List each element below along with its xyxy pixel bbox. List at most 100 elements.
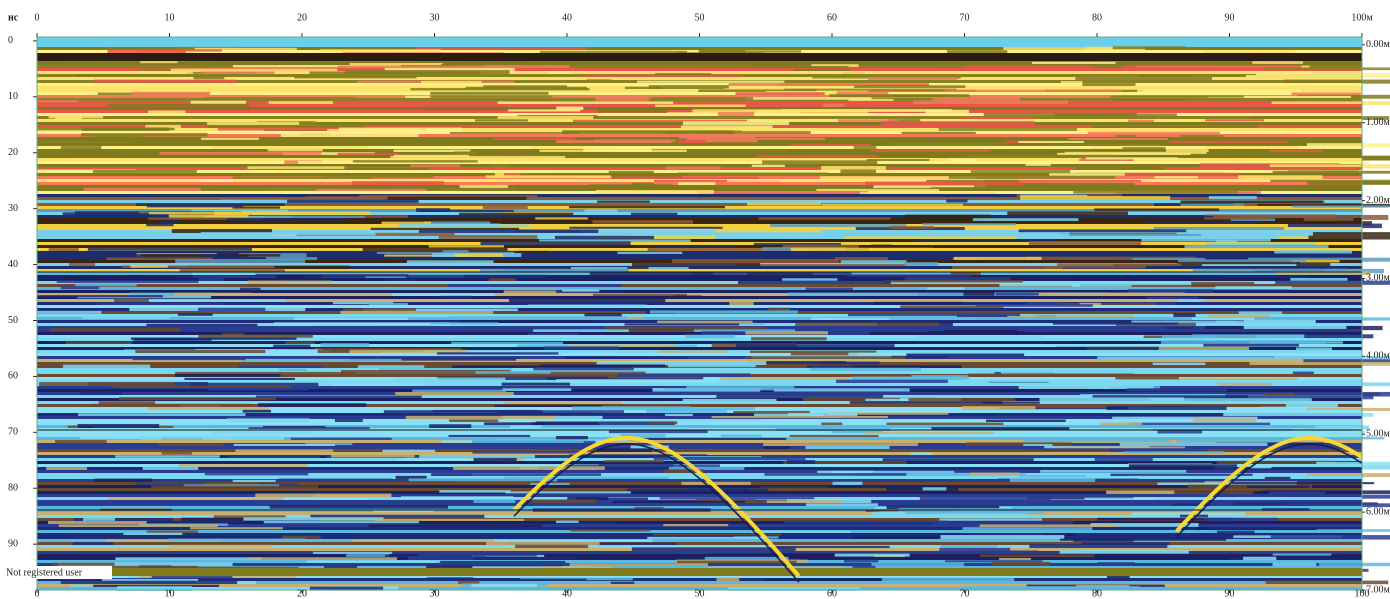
texture (1173, 313, 1195, 317)
texture (686, 335, 735, 339)
texture (454, 151, 477, 155)
texture (331, 455, 414, 458)
x-tick-label: 10 (165, 588, 175, 599)
stripe (37, 368, 1362, 371)
texture (923, 487, 947, 490)
texture (1177, 299, 1204, 302)
x-tick-label: 50 (695, 588, 705, 599)
texture (980, 555, 1095, 557)
texture (131, 338, 297, 340)
texture (712, 416, 889, 418)
texture (752, 66, 849, 68)
texture (430, 92, 548, 95)
texture (115, 455, 220, 457)
texture (175, 259, 305, 264)
texture (868, 77, 957, 80)
texture (175, 374, 281, 377)
texture (938, 127, 1077, 131)
texture (1161, 340, 1325, 344)
texture (556, 521, 579, 523)
texture (1024, 439, 1170, 442)
stripe (37, 317, 1362, 320)
texture (597, 201, 650, 203)
texture (412, 390, 506, 392)
texture (146, 224, 173, 227)
y-tick-label: 30 (8, 203, 18, 214)
texture (625, 323, 740, 325)
texture (131, 265, 168, 268)
texture (178, 313, 213, 316)
texture (1153, 363, 1206, 366)
x-tick-label: 70 (960, 588, 970, 599)
y2-tick-label: 6.00м (1366, 506, 1390, 517)
texture (884, 280, 1023, 282)
stripe (37, 92, 1362, 95)
texture (983, 401, 1040, 403)
texture (762, 160, 877, 164)
texture (1033, 292, 1184, 296)
texture (375, 519, 524, 521)
texture (1319, 563, 1390, 566)
texture (677, 172, 827, 176)
texture (594, 139, 675, 141)
texture (352, 181, 444, 185)
texture (227, 418, 309, 422)
texture (663, 524, 728, 526)
texture (530, 499, 596, 503)
watermark: Not registered user (6, 567, 83, 578)
texture (390, 156, 565, 158)
texture (940, 535, 1064, 539)
stripe (37, 242, 1362, 245)
radargram-image (37, 37, 1390, 591)
texture (714, 230, 822, 233)
texture (401, 496, 513, 498)
texture (925, 110, 969, 113)
texture (88, 149, 177, 151)
texture (427, 107, 506, 110)
top-x-tick-label: 50 (695, 12, 705, 23)
texture (616, 357, 687, 359)
texture (905, 262, 938, 266)
texture (70, 585, 91, 587)
texture (822, 204, 963, 206)
texture (235, 449, 333, 452)
texture (83, 517, 115, 521)
stripe (37, 554, 1362, 557)
top-x-tick-label: 40 (562, 12, 572, 23)
texture (622, 419, 761, 421)
texture (1232, 482, 1374, 484)
x-tick-label: 90 (1225, 588, 1235, 599)
texture (99, 401, 155, 404)
texture (346, 554, 389, 557)
texture (758, 217, 890, 219)
texture (1053, 322, 1178, 324)
y-tick-label: 70 (8, 427, 18, 438)
texture (321, 343, 370, 347)
texture (562, 290, 599, 292)
texture (429, 245, 504, 247)
texture (966, 442, 1071, 446)
texture (991, 562, 1050, 567)
texture (268, 148, 323, 151)
texture (434, 535, 585, 540)
texture (180, 269, 285, 272)
texture (123, 533, 182, 535)
texture (727, 179, 860, 182)
texture (535, 217, 588, 219)
texture (1095, 458, 1153, 462)
texture (1013, 581, 1048, 583)
texture (438, 188, 517, 191)
texture (533, 367, 633, 370)
y-tick-label: 50 (8, 315, 18, 326)
texture (84, 188, 201, 191)
stripe (37, 353, 1362, 356)
texture (596, 190, 714, 194)
texture (61, 286, 99, 289)
y2-tick-label: 7.00м (1366, 584, 1390, 595)
texture (369, 524, 542, 527)
texture (999, 283, 1080, 286)
texture (655, 73, 711, 75)
top-x-tick-label: 30 (430, 12, 440, 23)
texture (437, 352, 558, 354)
texture (205, 472, 308, 475)
